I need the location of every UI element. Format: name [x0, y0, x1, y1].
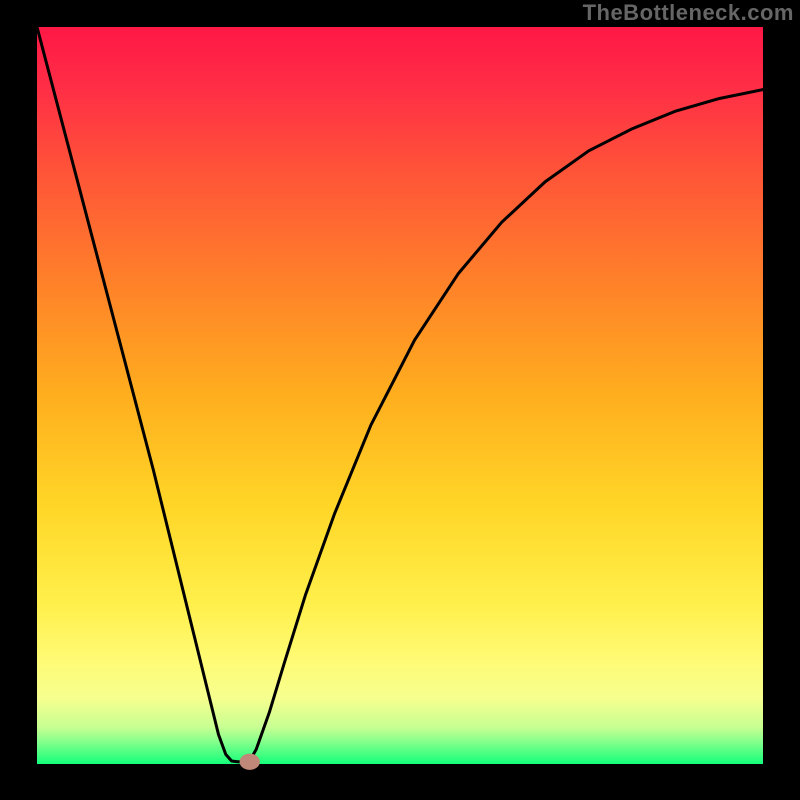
optimal-marker	[240, 754, 260, 770]
bottleneck-chart: TheBottleneck.com	[0, 0, 800, 800]
chart-canvas	[0, 0, 800, 800]
attribution-label: TheBottleneck.com	[583, 0, 794, 26]
plot-background	[37, 27, 763, 764]
